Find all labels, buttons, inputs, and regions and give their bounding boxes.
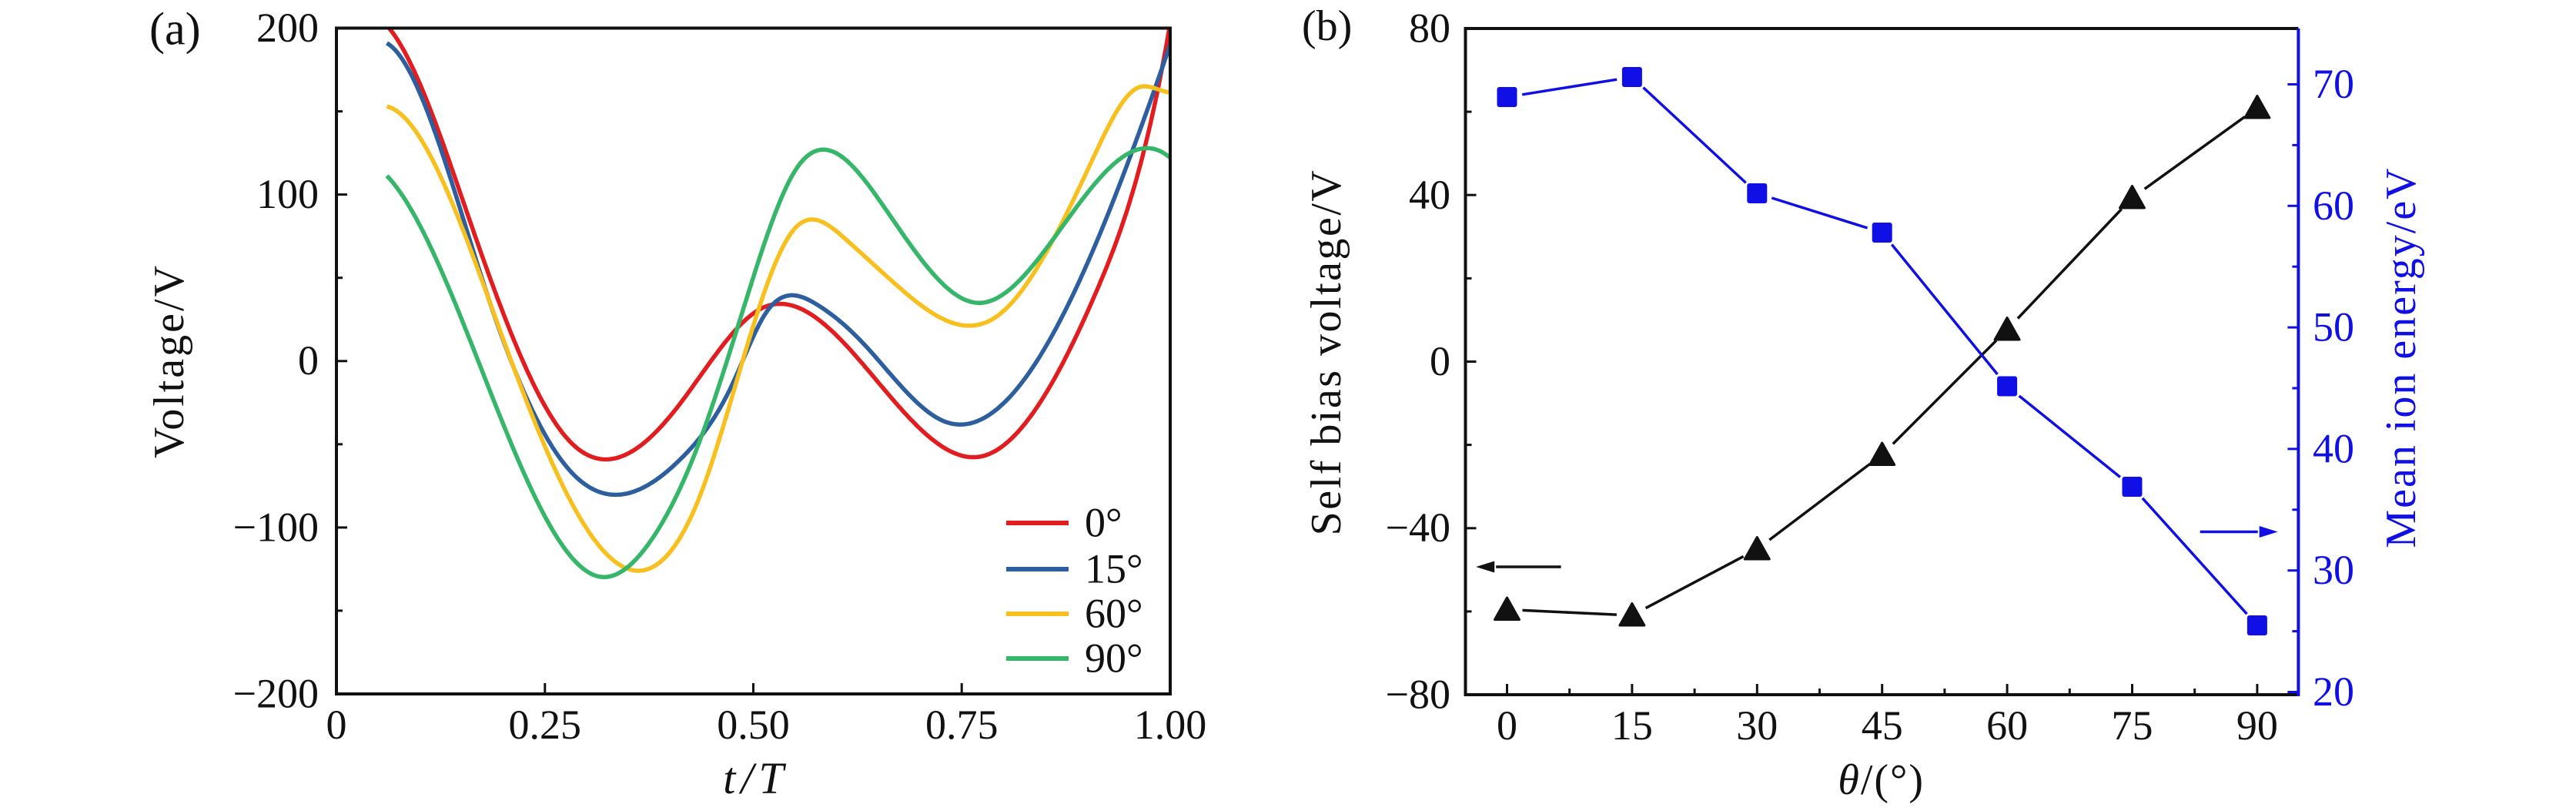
svg-text:−100: −100 — [233, 504, 319, 550]
svg-text:0: 0 — [1497, 702, 1517, 749]
svg-text:70: 70 — [2313, 61, 2354, 107]
svg-text:200: 200 — [256, 5, 319, 51]
svg-text:100: 100 — [256, 171, 319, 217]
svg-text:30: 30 — [2313, 547, 2354, 593]
svg-text:80: 80 — [1409, 5, 1450, 52]
svg-text:0.50: 0.50 — [717, 702, 790, 748]
svg-text:45: 45 — [1862, 702, 1903, 749]
svg-text:0: 0 — [326, 702, 347, 748]
svg-text:Self bias voltage/V: Self bias voltage/V — [1303, 169, 1350, 536]
svg-text:0°: 0° — [1085, 500, 1122, 546]
svg-text:Voltage/V: Voltage/V — [146, 263, 193, 458]
svg-text:60: 60 — [2313, 183, 2354, 229]
svg-text:60: 60 — [1986, 702, 2028, 749]
svg-text:−200: −200 — [233, 671, 319, 717]
svg-text:θ/(°): θ/(°) — [1838, 756, 1925, 804]
svg-text:Mean ion energy/eV: Mean ion energy/eV — [2377, 166, 2425, 548]
svg-text:0: 0 — [1430, 338, 1450, 384]
svg-text:(a): (a) — [149, 4, 201, 55]
svg-text:60°: 60° — [1085, 591, 1143, 637]
svg-text:30: 30 — [1736, 702, 1778, 749]
svg-text:40: 40 — [2313, 425, 2354, 471]
svg-text:40: 40 — [1409, 172, 1450, 218]
svg-text:0.75: 0.75 — [925, 702, 999, 748]
svg-text:75: 75 — [2112, 702, 2153, 749]
svg-text:15: 15 — [1611, 702, 1653, 749]
svg-text:0.25: 0.25 — [509, 702, 582, 748]
svg-text:90: 90 — [2236, 702, 2278, 749]
svg-text:t/T: t/T — [723, 753, 789, 803]
svg-text:−40: −40 — [1386, 504, 1450, 551]
svg-text:0: 0 — [298, 337, 319, 384]
svg-text:(b): (b) — [1302, 2, 1352, 50]
svg-text:1.00: 1.00 — [1134, 702, 1207, 748]
svg-text:15°: 15° — [1085, 546, 1143, 592]
svg-text:20: 20 — [2313, 669, 2354, 715]
svg-text:90°: 90° — [1085, 635, 1143, 682]
svg-text:−80: −80 — [1386, 672, 1450, 718]
svg-text:50: 50 — [2313, 304, 2354, 350]
